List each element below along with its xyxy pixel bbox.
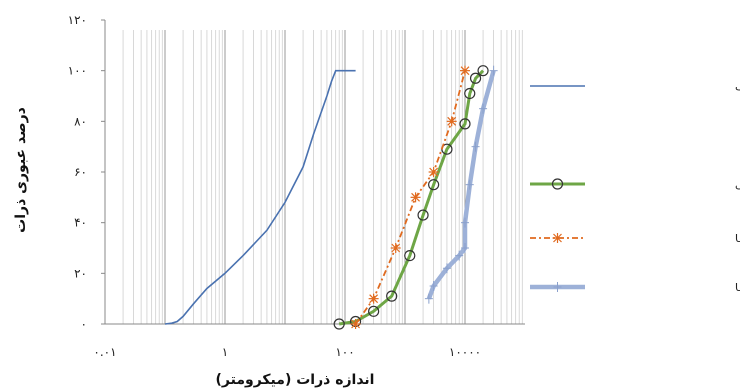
legend-item-1: منحنی دانه بندی خاک xyxy=(530,80,740,93)
data-point xyxy=(350,319,361,329)
legend-label: منحنی دانه بندی خاک xyxy=(735,80,740,93)
y-tick-label: ۶۰ xyxy=(74,165,87,179)
series-3 xyxy=(350,65,470,329)
legend: منحنی دانه بندی خاک دانه بندی فیلتر گراول… xyxy=(530,80,740,294)
series-1 xyxy=(164,69,356,325)
series-line xyxy=(354,70,466,325)
series-line xyxy=(164,69,356,325)
x-axis-title: اندازه ذرات (میکرومتر) xyxy=(216,372,375,388)
data-point xyxy=(551,178,564,190)
data-point xyxy=(410,192,421,203)
legend-label: حد بالا USBR xyxy=(735,281,740,294)
x-tick-label: ۰.۰۱ xyxy=(93,345,116,359)
data-point xyxy=(553,282,562,292)
data-point xyxy=(404,250,416,262)
legend-item-3: حد پایین USBR xyxy=(530,232,740,245)
series-4 xyxy=(424,65,498,304)
series-line xyxy=(338,69,485,326)
data-point xyxy=(465,179,474,190)
data-point xyxy=(442,263,451,274)
data-point xyxy=(469,72,482,84)
legend-label: حد پایین USBR xyxy=(735,232,740,245)
data-point xyxy=(455,250,464,261)
y-tick-label: ۸۰ xyxy=(74,114,87,128)
star-stroke xyxy=(351,319,360,329)
data-point xyxy=(477,65,489,77)
data-point xyxy=(489,65,498,76)
series-group xyxy=(164,65,498,330)
y-tick-label: ۰ xyxy=(81,317,87,331)
data-point xyxy=(460,65,470,76)
star-stroke xyxy=(460,66,470,76)
star-stroke xyxy=(553,233,562,243)
y-tick-label: ۲۰ xyxy=(74,266,87,280)
data-point xyxy=(446,116,457,127)
series-line xyxy=(426,70,496,300)
y-tick-label: ۱۲۰ xyxy=(68,13,87,27)
data-point xyxy=(428,179,440,191)
star-stroke xyxy=(447,116,457,126)
data-point xyxy=(479,103,488,114)
legend-item-4: حد بالا USBR xyxy=(530,281,740,294)
legend-item-2: دانه بندی فیلتر گراولی xyxy=(530,178,740,191)
y-tick-label: ۱۰۰ xyxy=(68,64,87,78)
star-stroke xyxy=(391,243,401,253)
data-point xyxy=(461,217,469,228)
data-point xyxy=(424,293,433,304)
data-point xyxy=(368,305,380,317)
data-point xyxy=(390,243,401,253)
x-tick-label: ۱۰۰۰۰ xyxy=(449,345,481,359)
star-stroke xyxy=(429,167,439,177)
data-point xyxy=(429,281,438,291)
x-tick-label: ۱۰۰ xyxy=(335,345,354,359)
y-tick-label: ۴۰ xyxy=(74,216,87,230)
star-stroke xyxy=(369,294,379,304)
data-point xyxy=(417,209,429,221)
star-stroke xyxy=(411,192,420,202)
vertical-gridlines xyxy=(104,30,523,324)
data-point xyxy=(368,293,379,304)
data-point xyxy=(552,233,563,243)
data-point xyxy=(461,243,469,253)
data-point xyxy=(459,118,471,130)
data-point xyxy=(333,318,345,330)
legend-label: دانه بندی فیلتر گراولی xyxy=(735,178,740,191)
data-point xyxy=(464,87,476,100)
axes: ۰ ۲۰ ۴۰ ۶۰ ۸۰ ۱۰۰ ۱۲۰ ۰.۰۱ ۱ ۱۰۰ ۱۰۰۰۰ xyxy=(68,13,525,359)
data-point xyxy=(386,290,398,302)
data-point xyxy=(428,167,439,177)
y-axis-title: درصد عبوری ذرات xyxy=(13,107,29,233)
data-point xyxy=(471,141,480,152)
x-tick-label: ۱ xyxy=(222,345,228,359)
